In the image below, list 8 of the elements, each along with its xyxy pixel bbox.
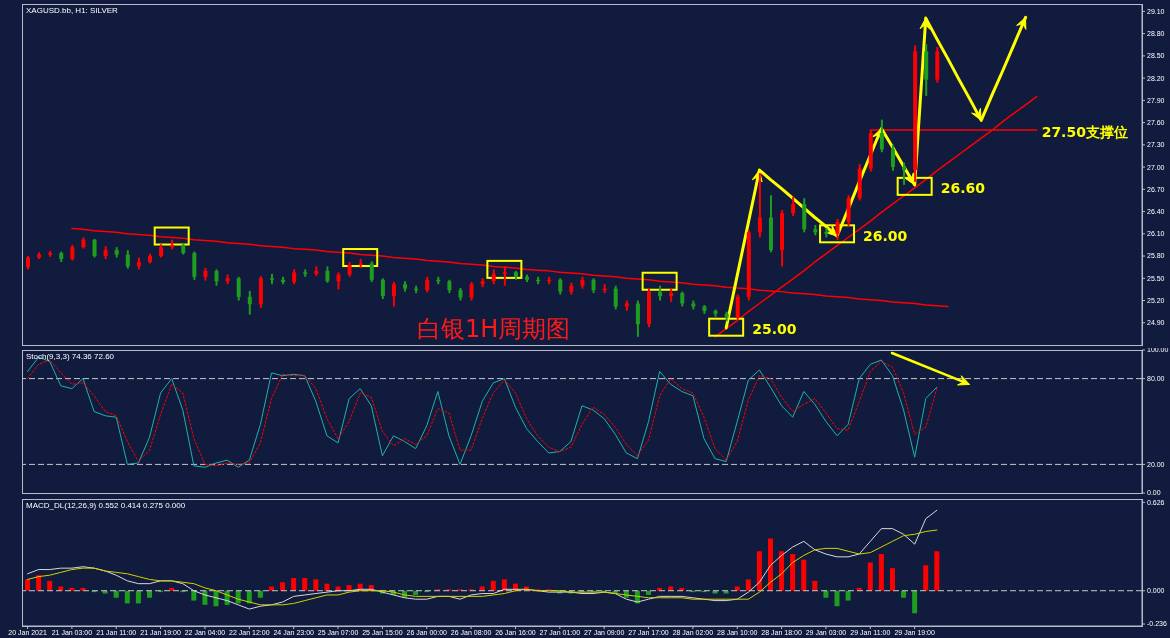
annotation: 26.60: [940, 180, 986, 197]
chart-title: Stoch(9,3,3) 74.36 72.60: [26, 352, 115, 362]
annotation: 26.00: [863, 227, 908, 244]
chart-title: MACD_DL(12,26,9) 0.552 0.414 0.275 0.000: [26, 501, 186, 511]
annotation: 白银1H周期图: [417, 315, 571, 343]
annotation: 27.50支撑位: [1041, 123, 1128, 140]
annotation: 25.00: [752, 321, 797, 338]
chart-title: XAGUSD.bb, H1: SILVER: [26, 6, 118, 16]
